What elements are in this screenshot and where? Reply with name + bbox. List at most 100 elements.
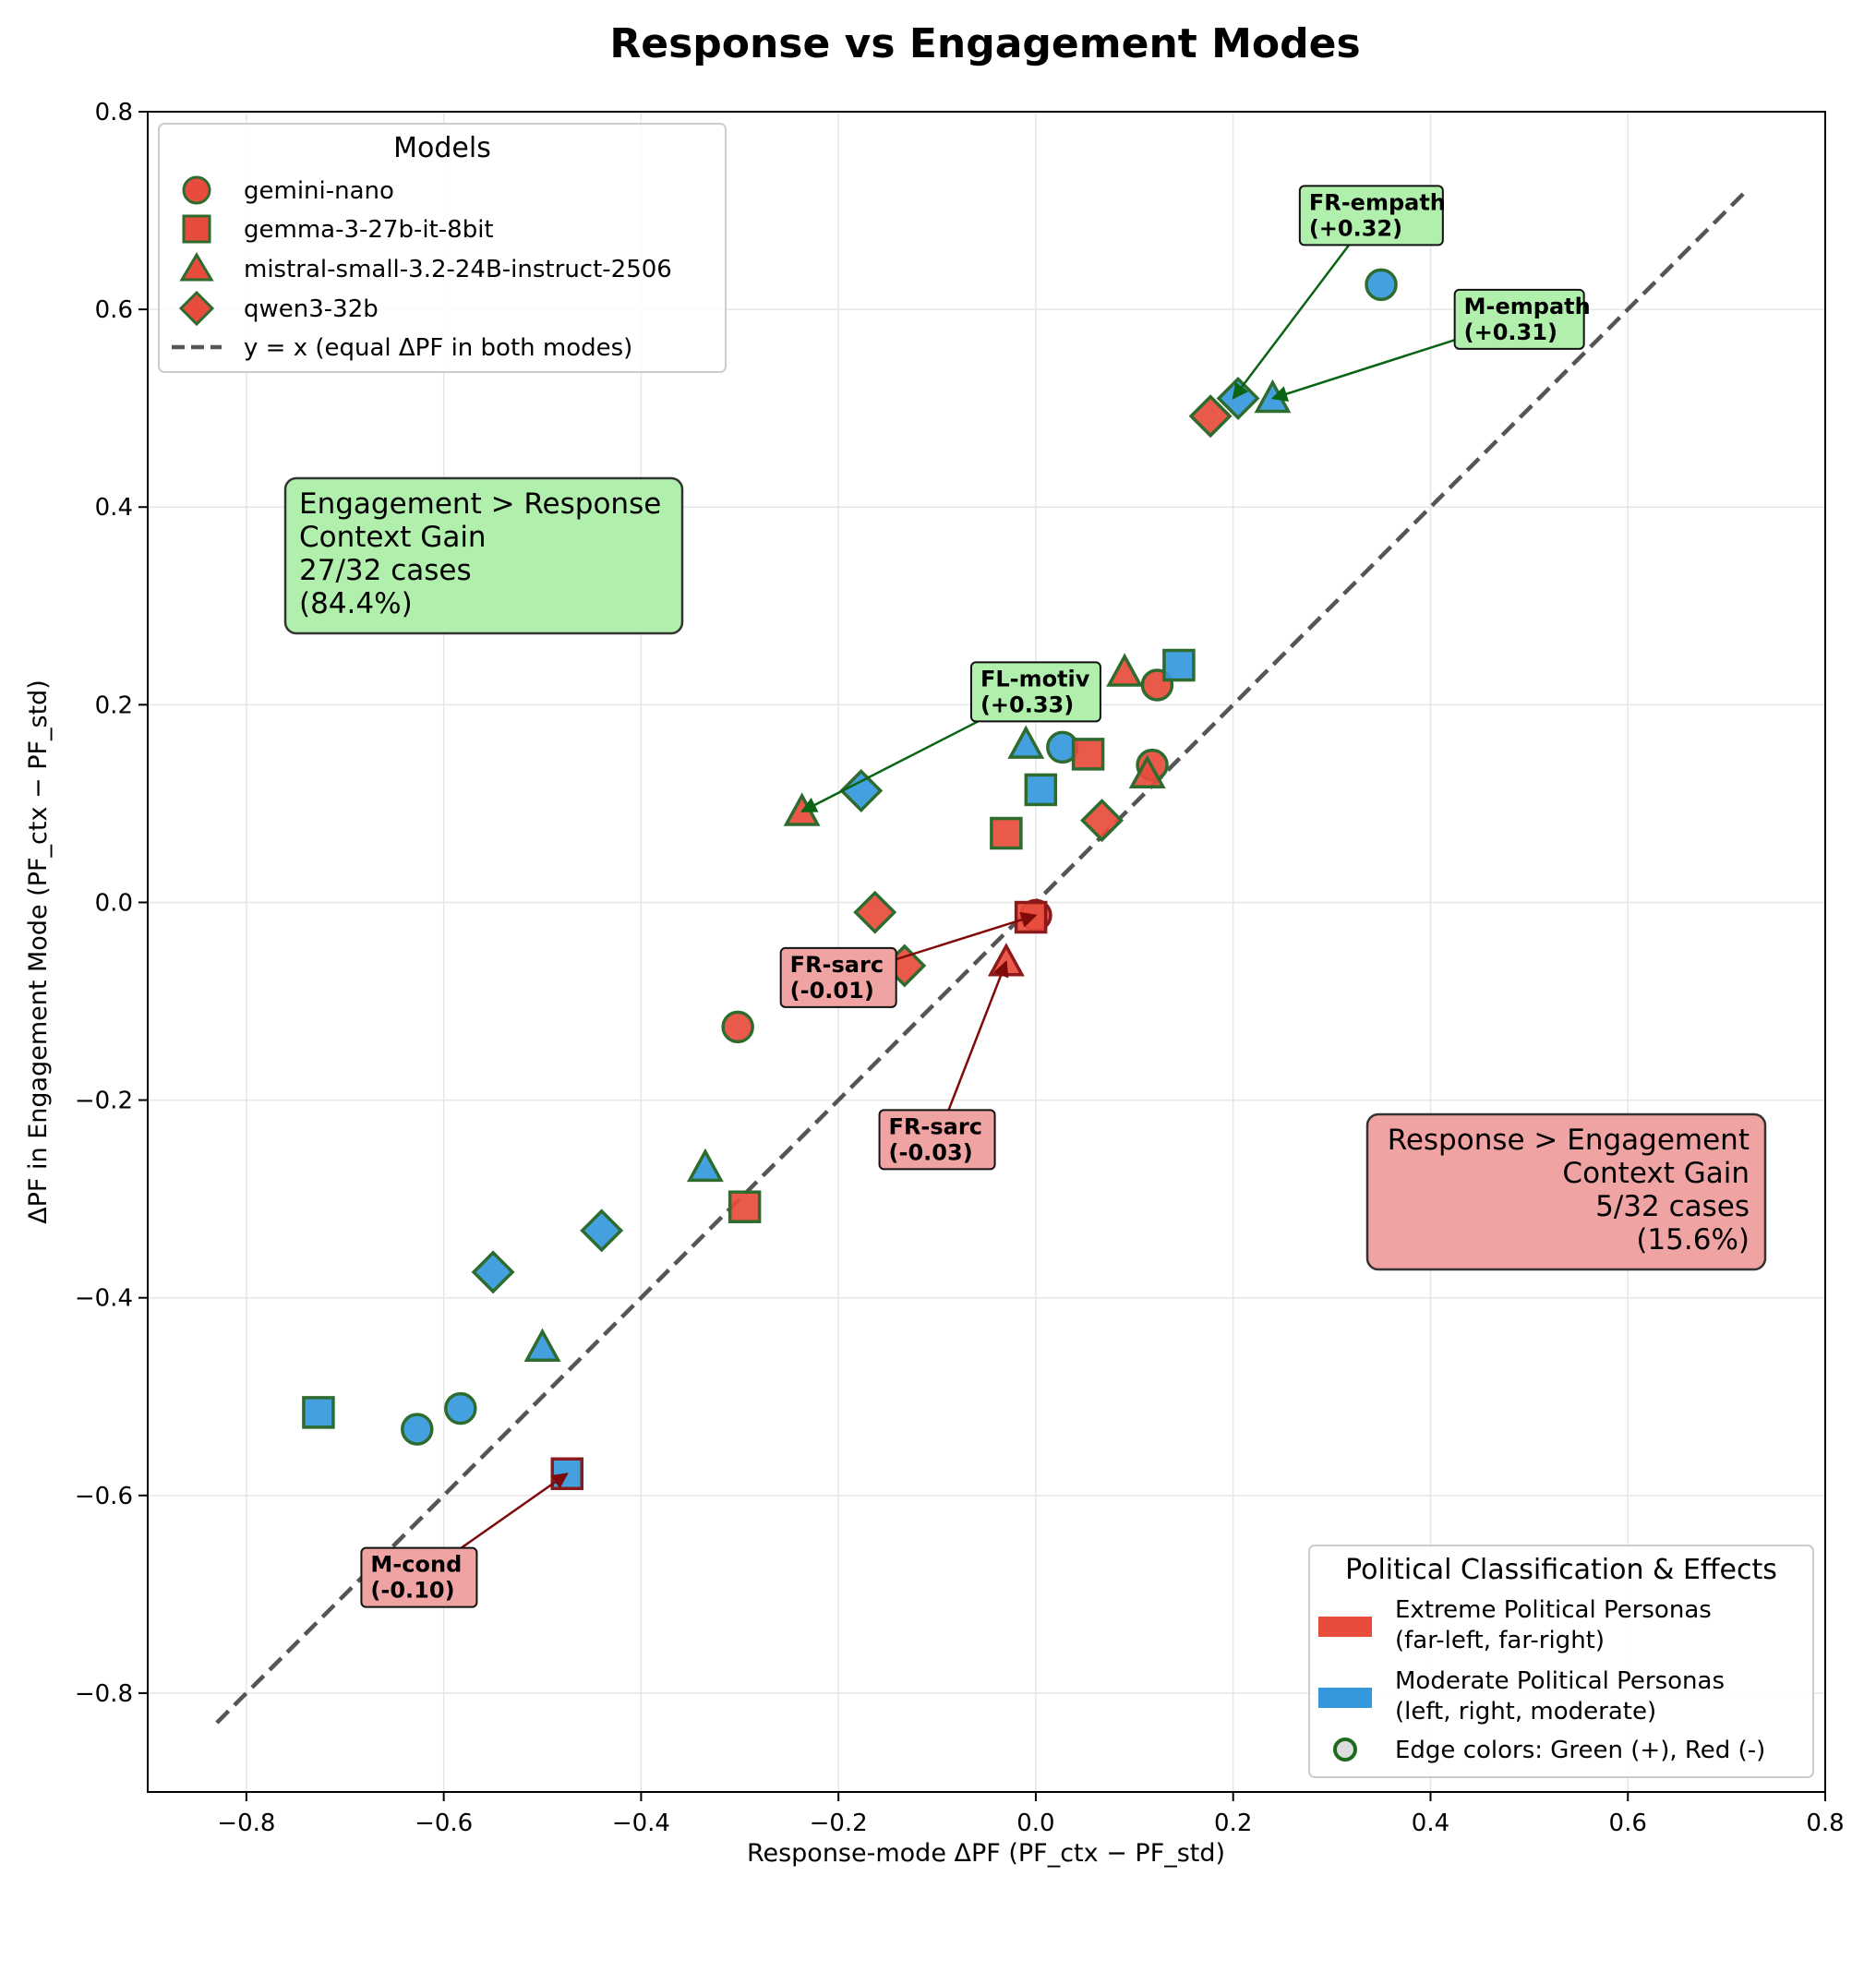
legend-moderate-line-2: (left, right, moderate): [1395, 1698, 1656, 1726]
y-tick-label: 0.0: [95, 889, 133, 917]
annotation-value: (+0.32): [1309, 215, 1402, 241]
point-circle-moderate: [401, 1413, 434, 1446]
annotations: FR-empath(+0.32)M-empath(+0.31)FL-motiv(…: [360, 185, 1591, 1608]
y-tick-label: −0.6: [75, 1483, 133, 1510]
point-diamond-extreme: [1188, 394, 1233, 439]
chart-title: Response vs Engagement Modes: [609, 20, 1360, 67]
legend-political-title: Political Classification & Effects: [1345, 1554, 1777, 1586]
reference-line-y-equals-x: [215, 189, 1749, 1725]
annotation-arrow: [1232, 244, 1351, 400]
plot-frame: [147, 111, 1826, 1793]
legend-model-4-label: qwen3-32b: [244, 295, 379, 323]
gain-box-line-2: Context Gain: [299, 521, 487, 554]
point-triangle-moderate: [1254, 379, 1292, 414]
loss-box-line-4: (15.6%): [1636, 1223, 1750, 1257]
annotation-label: FR-empath: [1309, 189, 1446, 215]
legend-triangle-marker: [179, 252, 214, 282]
y-tick-label: 0.6: [95, 296, 133, 324]
x-axis-label: Response-mode ΔPF (PF_ctx − PF_std): [747, 1839, 1225, 1868]
gain-box-line-1: Engagement > Response: [299, 487, 661, 521]
gain-box-line-4: (84.4%): [299, 587, 413, 620]
loss-box-line-1: Response > Engagement: [1388, 1124, 1750, 1157]
x-tick-label: 0.8: [1806, 1810, 1844, 1837]
y-tick-label: 0.2: [95, 691, 133, 719]
point-square-moderate: [1162, 648, 1196, 682]
point-diamond-moderate: [580, 1208, 624, 1253]
annotation-value: (-0.10): [370, 1578, 454, 1604]
point-square-moderate: [1024, 773, 1058, 807]
annotation-label: M-empath: [1464, 294, 1591, 319]
x-tick-label: 0.2: [1214, 1810, 1252, 1837]
annotation-m-cond: M-cond(-0.10): [360, 1473, 569, 1608]
x-tick-label: 0.0: [1016, 1810, 1054, 1837]
x-tick-label: −0.8: [217, 1810, 275, 1837]
annotation-arrow: [1270, 339, 1456, 402]
gain-box-line-3: 27/32 cases: [299, 554, 472, 587]
point-square-extreme: [1071, 738, 1105, 771]
x-tick-label: −0.2: [810, 1810, 868, 1837]
annotation-value: (+0.31): [1464, 319, 1557, 345]
point-square-moderate: [302, 1396, 335, 1429]
annotation-value: (-0.03): [889, 1139, 973, 1165]
legend-extreme-line-2: (far-left, far-right): [1395, 1627, 1605, 1654]
point-triangle-extreme: [1106, 653, 1144, 687]
legend-circle-marker: [182, 175, 211, 205]
y-tick-label: −0.4: [75, 1285, 133, 1313]
legend-moderate-swatch: [1318, 1688, 1372, 1708]
region-box-gain: Engagement > Response Context Gain 27/32…: [283, 476, 684, 635]
y-tick-label: 0.4: [95, 494, 133, 522]
legend-moderate-line-1: Moderate Political Personas: [1395, 1667, 1725, 1695]
annotation-arrow: [460, 1473, 569, 1549]
legend-model-3-label: mistral-small-3.2-24B-instruct-2506: [244, 256, 672, 283]
legend-line-label: y = x (equal ΔPF in both modes): [244, 334, 632, 362]
annotation-label: M-cond: [370, 1552, 462, 1578]
annotation-arrow: [947, 960, 1009, 1111]
point-diamond-moderate: [839, 769, 884, 812]
annotation-fl-motiv: FL-motiv(+0.33): [800, 661, 1101, 813]
legend-edge-ring-icon: [1333, 1738, 1357, 1762]
x-axis-ticks: −0.8 −0.6 −0.4 −0.2 0.0 0.2 0.4 0.6 0.8: [217, 1792, 1845, 1837]
annotation-box: [1298, 185, 1444, 246]
legend-diamond-marker: [178, 290, 215, 327]
point-triangle-extreme: [987, 943, 1025, 977]
loss-box-line-3: 5/32 cases: [1595, 1190, 1750, 1223]
legend-edge-label: Edge colors: Green (+), Red (-): [1395, 1737, 1765, 1764]
point-square-extreme: [990, 816, 1023, 850]
annotation-arrow: [896, 911, 1038, 961]
annotation-box: [878, 1109, 996, 1171]
annotation-fr-empath: FR-empath(+0.32): [1232, 185, 1446, 400]
point-diamond-moderate: [471, 1250, 515, 1294]
legend-models-title: Models: [393, 132, 491, 164]
legend-extreme-line-1: Extreme Political Personas: [1395, 1596, 1712, 1624]
loss-box-line-2: Context Gain: [1562, 1157, 1750, 1190]
annotation-box: [969, 661, 1101, 723]
point-circle-extreme: [721, 1010, 754, 1044]
annotation-m-empath: M-empath(+0.31): [1270, 288, 1591, 402]
y-tick-label: −0.8: [75, 1680, 133, 1708]
point-triangle-extreme: [1128, 754, 1166, 789]
point-triangle-moderate: [523, 1328, 561, 1362]
point-square-extreme: [728, 1190, 762, 1223]
point-triangle-moderate: [686, 1148, 724, 1183]
annotation-label: FR-sarc: [790, 952, 884, 978]
annotation-fr-sarc: FR-sarc(-0.01): [779, 911, 1038, 1008]
legend-political: Political Classification & Effects Extre…: [1308, 1545, 1814, 1778]
legend-models: Models gemini-nano gemma-3-27b-it-8bit m…: [158, 123, 727, 373]
legend-model-2-label: gemma-3-27b-it-8bit: [244, 216, 494, 244]
point-circle-moderate: [1365, 268, 1398, 302]
legend-square-marker: [182, 214, 211, 244]
x-tick-label: −0.4: [612, 1810, 670, 1837]
legend-model-1-label: gemini-nano: [244, 177, 394, 205]
region-box-loss: Response > Engagement Context Gain 5/32 …: [1365, 1112, 1767, 1271]
annotation-fr-sarc: FR-sarc(-0.03): [878, 960, 1009, 1171]
point-diamond-extreme: [853, 890, 897, 934]
x-tick-label: 0.6: [1609, 1810, 1647, 1837]
point-triangle-moderate: [1007, 725, 1045, 759]
annotation-box: [779, 946, 897, 1008]
annotation-box: [360, 1546, 478, 1608]
point-diamond-extreme: [1080, 799, 1124, 843]
x-tick-label: −0.6: [415, 1810, 473, 1837]
point-triangle-extreme: [783, 792, 821, 826]
y-axis-ticks: −0.8 −0.6 −0.4 −0.2 0.0 0.2 0.4 0.6 0.8: [75, 99, 148, 1708]
